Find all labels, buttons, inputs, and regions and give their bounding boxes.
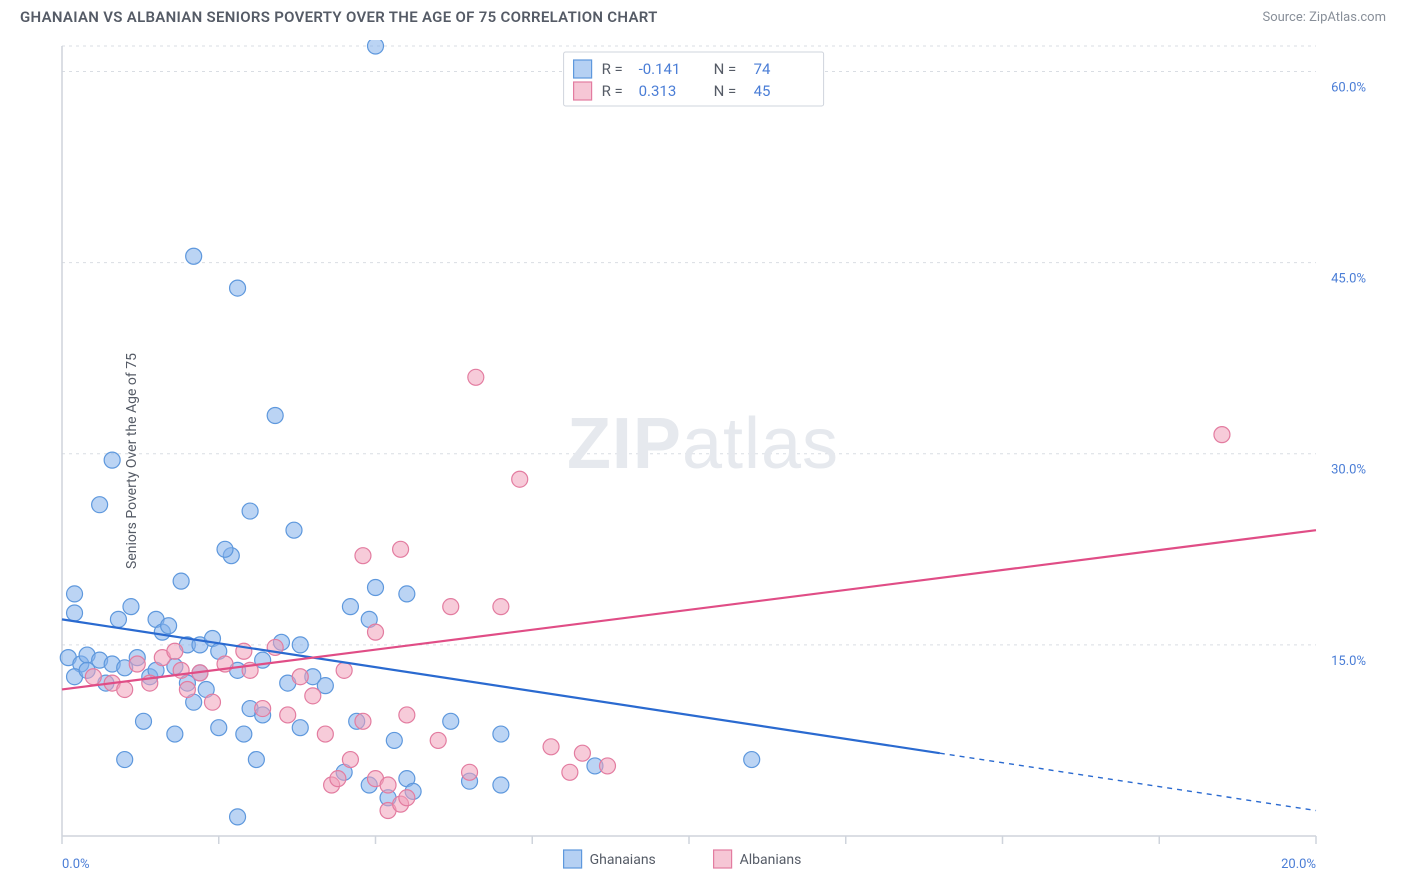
data-point [493,599,509,615]
data-point [462,764,478,780]
chart-source-link[interactable]: ZipAtlas.com [1309,10,1386,25]
data-point [292,669,308,685]
data-point [161,618,177,634]
y-axis-label: Seniors Poverty Over the Age of 75 [124,353,140,569]
data-point [430,732,446,748]
svg-text:R =: R = [602,60,623,78]
data-point [399,586,415,602]
data-point [543,739,559,755]
legend-swatch-b [574,82,592,100]
data-point [286,522,302,538]
trend-line-a-extrapolated [940,753,1316,810]
data-point [493,726,509,742]
data-point [512,471,528,487]
svg-text:N =: N = [714,82,737,100]
scatter-chart: 15.0% 30.0% 45.0% 60.0% 0.0% 20.0% R = -0.141 N … [20,40,1386,882]
data-point [242,503,258,519]
data-point [167,726,183,742]
data-point [129,656,145,672]
data-point [292,720,308,736]
data-point [368,40,384,54]
data-point [599,758,615,774]
y-tick-label: 30.0% [1331,463,1366,478]
svg-text:74: 74 [754,60,771,78]
data-point [136,713,152,729]
svg-text:R =: R = [602,82,623,100]
legend-label-b: Albanians [740,852,802,868]
data-point [380,777,396,793]
data-point [186,248,202,264]
data-point [386,732,402,748]
data-point [342,599,358,615]
data-point [92,497,108,513]
chart-source: Source: ZipAtlas.com [1262,10,1386,25]
legend-swatch-b [714,850,732,868]
data-point [173,573,189,589]
data-point [179,681,195,697]
data-point [399,790,415,806]
data-point [236,726,252,742]
data-point [292,637,308,653]
svg-text:45: 45 [754,82,771,100]
data-point [443,599,459,615]
data-point [355,548,371,564]
chart-header: GHANAIAN VS ALBANIAN SENIORS POVERTY OVE… [0,0,1406,30]
data-point [336,662,352,678]
data-point [67,586,83,602]
data-point [230,809,246,825]
y-tick-label: 15.0% [1331,654,1366,669]
data-point [280,707,296,723]
data-point [368,580,384,596]
data-point [399,707,415,723]
data-point [117,681,133,697]
data-point [255,701,271,717]
data-point [355,713,371,729]
data-point [330,771,346,787]
data-point [110,611,126,627]
data-point [211,720,227,736]
data-point [468,369,484,385]
data-point [744,752,760,768]
data-point [230,280,246,296]
data-point [204,694,220,710]
svg-text:-0.141: -0.141 [639,60,681,78]
data-point [305,688,321,704]
chart-title: GHANAIAN VS ALBANIAN SENIORS POVERTY OVE… [20,8,658,26]
y-tick-label: 45.0% [1331,272,1366,287]
data-point [267,408,283,424]
svg-text:0.313: 0.313 [639,82,677,100]
data-point [443,713,459,729]
data-point [493,777,509,793]
data-point [217,541,233,557]
data-point [67,605,83,621]
data-point [123,599,139,615]
legend-label-a: Ghanaians [590,852,656,868]
data-point [117,752,133,768]
trend-line-b [62,530,1316,689]
legend-swatch-a [564,850,582,868]
data-point [393,541,409,557]
data-point [317,726,333,742]
data-point [248,752,264,768]
data-point [167,643,183,659]
x-tick-label: 20.0% [1281,857,1316,872]
data-point [85,669,101,685]
data-point [368,624,384,640]
data-point [1214,427,1230,443]
data-point [342,752,358,768]
chart-container: Seniors Poverty Over the Age of 75 ZIPat… [20,40,1386,882]
data-point [574,745,590,761]
y-tick-label: 60.0% [1331,80,1366,95]
x-tick-label: 0.0% [62,857,90,872]
legend-swatch-a [574,60,592,78]
svg-text:N =: N = [714,60,737,78]
data-point [104,452,120,468]
data-point [562,764,578,780]
